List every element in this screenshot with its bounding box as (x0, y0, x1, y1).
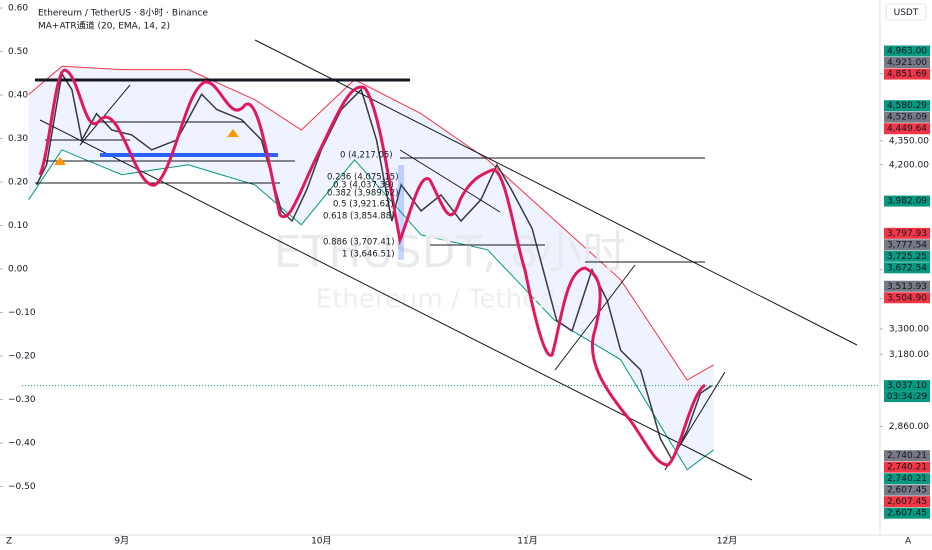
y2-tick-label: 0.30 (8, 134, 28, 144)
band-lower (28, 149, 715, 471)
y-tick-label: 2,860.00 (889, 422, 929, 432)
price-label-box (884, 262, 930, 274)
price-label: 4,851.69 (887, 70, 927, 80)
arrow-up (227, 129, 239, 149)
y-tick-label: 4,200.00 (889, 160, 929, 170)
price-label: 3,037.10 (887, 381, 927, 391)
price-label: 2,607.45 (887, 509, 927, 519)
x-tick-label: 12月 (717, 536, 737, 547)
price-label: 4,526.09 (887, 113, 927, 123)
price-label: 3,725.25 (887, 252, 927, 262)
price-label-box (884, 227, 930, 239)
price-label-box (884, 450, 930, 462)
price-label-box (884, 461, 930, 473)
fib-label: 0.618 (3,854.88) (323, 212, 395, 222)
plot (22, 71, 880, 461)
y2-tick-label: 0.00 (8, 265, 28, 275)
watermark: ETHUSDT, 8小时 (274, 227, 627, 278)
price-label-box (884, 473, 930, 485)
channel-upper (254, 39, 858, 346)
price-label-box (884, 195, 930, 207)
fib-label: 0.5 (3,921.62) (333, 200, 394, 210)
y2-tick-label: −0.40 (8, 439, 36, 449)
band-fill (28, 66, 714, 470)
freehand-curve (38, 68, 707, 467)
price-label-box (884, 484, 930, 496)
trend-line (554, 264, 636, 371)
y-tick-label: 3,300.00 (889, 325, 929, 335)
price-label: 3,672.54 (887, 263, 927, 273)
price-label: 4,580.29 (887, 101, 927, 111)
price-label-box (884, 68, 930, 80)
y2-tick-label: −0.50 (8, 482, 36, 492)
price-label: 3,797.93 (887, 229, 927, 239)
y-tick-label: 4,350.00 (889, 136, 929, 146)
y2-tick-label: 0.10 (8, 221, 28, 231)
countdown-box (884, 391, 930, 403)
fib-label: 0 (4,217.05) (340, 151, 393, 161)
y2-tick-label: 0.60 (8, 4, 28, 14)
price-label-box (884, 250, 930, 262)
price-label-box (884, 292, 930, 304)
price-label: 3,982.09 (887, 197, 927, 207)
price-label-box (884, 123, 930, 135)
price-label: 2,607.45 (887, 497, 927, 507)
indicator-label: MA+ATR通道 (20, EMA, 14, 2) (38, 20, 170, 32)
x-tick-label: 11月 (517, 536, 537, 547)
price-label-box (884, 280, 930, 292)
y2-tick-label: 0.20 (8, 178, 28, 188)
trend-line (399, 149, 501, 213)
price-label: 2,740.21 (887, 463, 927, 473)
price-label: 3,513.93 (887, 282, 927, 292)
price-label: 4,963.00 (887, 47, 927, 57)
chart-title: Ethereum / TetherUS · 8小时 · Binance (38, 7, 208, 19)
fib-label: 0.382 (3,989.52) (327, 189, 399, 199)
price-label: 2,740.21 (887, 451, 927, 461)
price-label-box (884, 239, 930, 251)
price-label-box (884, 380, 930, 392)
fib-labels: 0 (4,217.05) 0.236 (4,075.15) 0.3 (4,037… (323, 151, 399, 260)
y2-tick-label: −0.20 (8, 352, 36, 362)
price-label-box (884, 57, 930, 69)
y2-tick-label: 0.50 (8, 47, 28, 57)
y-tick-label: 3,180.00 (889, 350, 929, 360)
trend-line (79, 84, 131, 146)
fib-label: 0.3 (4,037.39) (333, 181, 394, 191)
price-label-box (884, 100, 930, 112)
price-label-box (884, 507, 930, 519)
currency[interactable]: USDT (894, 8, 919, 18)
fib-label: 1 (3,646.51) (342, 250, 395, 260)
x-tick-label: 10月 (311, 536, 331, 547)
axes: 4,800.004,350.004,200.003,600.003,450.00… (0, 4, 930, 547)
price-label-box (884, 111, 930, 123)
x-tick-label: 9月 (114, 536, 129, 547)
price-label: 4,921.00 (887, 58, 927, 68)
fib-label: 0.886 (3,707.41) (323, 238, 395, 248)
y2-tick-label: −0.10 (8, 308, 36, 318)
corner-icon[interactable]: A (905, 537, 912, 547)
arrow-up (54, 157, 66, 177)
price-label: 2,740.21 (887, 474, 927, 484)
price-label: 4,449.64 (887, 124, 927, 134)
corner-icon[interactable]: Z (6, 537, 12, 547)
y2-tick-label: −0.30 (8, 395, 36, 405)
price-line (35, 71, 713, 461)
price-label-box (884, 45, 930, 57)
countdown: 03:34:29 (887, 392, 928, 402)
price-label-box (884, 496, 930, 508)
watermark-sub: Ethereum / TetherUS (316, 285, 585, 315)
fib-zone (398, 165, 404, 260)
price-label: 2,607.45 (887, 486, 927, 496)
y2-tick-label: 0.40 (8, 91, 28, 101)
fib-label: 0.236 (4,075.15) (327, 173, 399, 183)
price-label: 3,504.90 (887, 293, 927, 303)
currency-button[interactable] (885, 3, 927, 21)
drawings (35, 39, 858, 481)
price-label: 3,777.54 (887, 240, 927, 250)
